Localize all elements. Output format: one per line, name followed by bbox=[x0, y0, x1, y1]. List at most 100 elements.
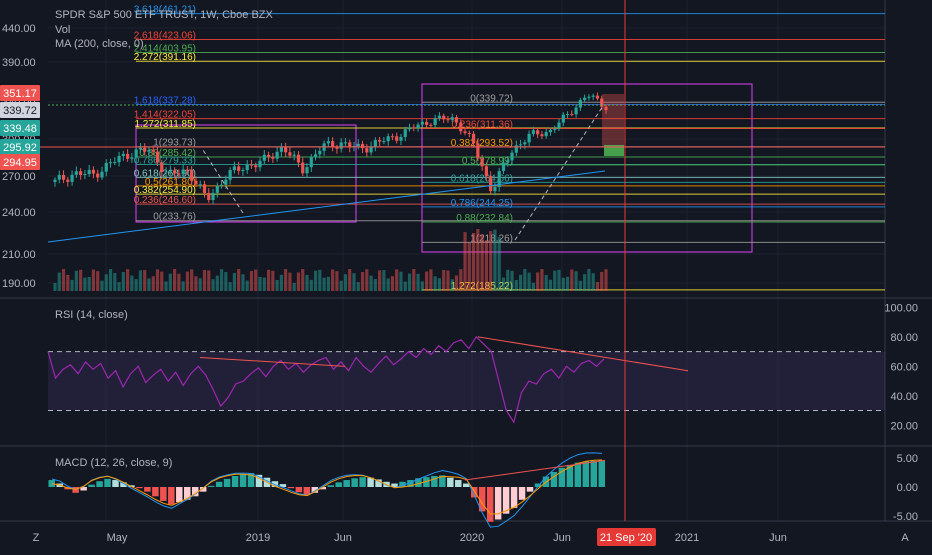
volume-bar bbox=[425, 271, 429, 291]
price-badges: 351.17 339.72 339.48 295.92 294.95 bbox=[0, 85, 885, 170]
volume-bar bbox=[83, 277, 87, 291]
volume-bar bbox=[348, 269, 352, 291]
volume-bar bbox=[318, 269, 322, 291]
volume-bar bbox=[130, 275, 134, 291]
candle-body bbox=[279, 146, 283, 152]
fib-left-label-0: 3.618(461.21) bbox=[134, 5, 196, 16]
volume-bar bbox=[557, 269, 561, 291]
macd-histogram-bar bbox=[152, 487, 159, 497]
crosshair-date-label: 21 Sep '20 bbox=[600, 532, 652, 544]
volume-bar bbox=[553, 270, 557, 291]
candle-body bbox=[318, 150, 322, 155]
macd-histogram-bar bbox=[415, 478, 422, 487]
zoom-corner-label[interactable]: Z bbox=[33, 532, 40, 544]
fib-retracement-boxes[interactable] bbox=[135, 83, 753, 253]
macd-histogram-bar bbox=[526, 487, 534, 492]
volume-bar bbox=[164, 281, 168, 291]
fib-box-left[interactable] bbox=[135, 124, 357, 223]
candle-body bbox=[126, 153, 130, 159]
volume-bar bbox=[352, 273, 356, 291]
volume-bar bbox=[540, 269, 544, 291]
macd-histogram-bar bbox=[207, 485, 215, 487]
macd-histogram-bar bbox=[367, 477, 374, 487]
candle-body bbox=[266, 154, 271, 157]
volume-bar bbox=[407, 273, 412, 291]
candle-body bbox=[442, 115, 446, 120]
macd-histogram-bar bbox=[303, 487, 311, 496]
volume-bar bbox=[292, 282, 296, 291]
volume-bar bbox=[113, 273, 117, 291]
macd-histogram-bar bbox=[319, 487, 326, 490]
fib-left-label-13: 0.236(246.60) bbox=[134, 195, 196, 206]
volume-bar bbox=[489, 231, 493, 291]
indicator-vol-label[interactable]: Vol bbox=[55, 24, 70, 36]
candle-body bbox=[194, 180, 198, 185]
candle-body bbox=[271, 156, 275, 159]
macd-histogram-bar bbox=[518, 487, 526, 500]
candle-body bbox=[553, 128, 557, 130]
indicator-ma-label[interactable]: MA (200, close, 0) bbox=[55, 38, 144, 50]
macd-histogram-bar bbox=[80, 487, 87, 491]
candle-body bbox=[172, 170, 177, 174]
volume-bar bbox=[395, 269, 399, 291]
volume-bar bbox=[446, 270, 450, 291]
volume-bar bbox=[531, 282, 535, 291]
volume-bar bbox=[309, 279, 313, 291]
price-tick-label-3: 270.00 bbox=[2, 171, 36, 183]
candle-body bbox=[138, 147, 143, 150]
candle-body bbox=[151, 149, 155, 152]
rsi-divergence-2 bbox=[477, 336, 689, 372]
candle-body bbox=[604, 106, 608, 111]
macd-histogram-bar bbox=[168, 487, 175, 505]
candle-body bbox=[459, 122, 463, 132]
macd-histogram-bar bbox=[470, 487, 478, 498]
macd-histogram-bar bbox=[582, 461, 590, 487]
volume-bar bbox=[134, 279, 138, 291]
crosshair-date-badge bbox=[597, 528, 656, 546]
fib-box-right[interactable] bbox=[421, 83, 753, 253]
macd-title[interactable]: MACD (12, 26, close, 9) bbox=[55, 457, 172, 469]
time-tick-label-1: 2019 bbox=[246, 532, 270, 544]
volume-bar bbox=[215, 275, 219, 291]
candle-body bbox=[130, 157, 134, 159]
macd-histogram-bar bbox=[239, 474, 247, 487]
macd-histogram-bar bbox=[478, 487, 486, 512]
macd-signal-line bbox=[51, 459, 603, 515]
candle-body bbox=[356, 143, 360, 147]
volume-bar bbox=[399, 271, 403, 291]
candle-body bbox=[373, 140, 377, 147]
macd-histogram-bar bbox=[351, 478, 358, 487]
candle-body bbox=[245, 164, 249, 171]
time-axis[interactable]: May 2019 Jun 2020 Jun 2021 Jun bbox=[107, 532, 787, 544]
candle-body bbox=[450, 117, 454, 120]
rsi-line bbox=[47, 335, 605, 424]
auto-scale-label[interactable]: A bbox=[901, 532, 909, 544]
candle-body bbox=[587, 96, 591, 98]
macd-histogram-bar bbox=[287, 487, 295, 489]
volume-bar bbox=[343, 274, 348, 291]
volume-bar bbox=[454, 275, 459, 291]
candle-body bbox=[228, 170, 232, 180]
fib-right-label-5: 0.786(244.25) bbox=[451, 198, 513, 209]
macd-histogram-bar bbox=[120, 482, 127, 487]
chart-title[interactable]: SPDR S&P 500 ETF TRUST, 1W, Cboe BZX bbox=[55, 9, 273, 21]
volume-bar bbox=[544, 275, 548, 291]
volume-bar bbox=[249, 271, 254, 291]
macd-histogram-bar bbox=[255, 474, 263, 487]
candle-body bbox=[275, 151, 279, 159]
rsi-title[interactable]: RSI (14, close) bbox=[55, 309, 128, 321]
candle-body bbox=[108, 162, 113, 164]
candle-body bbox=[143, 147, 147, 152]
dashed-trendline-2 bbox=[202, 149, 244, 214]
macd-histogram-bar bbox=[335, 482, 342, 487]
price-tick-label-6: 390.00 bbox=[2, 57, 36, 69]
candle-body bbox=[185, 169, 190, 171]
ma-trendline bbox=[47, 170, 606, 243]
dashed-trendline-1 bbox=[514, 105, 604, 241]
macd-histogram-bar bbox=[199, 487, 207, 492]
time-tick-label-6: 2021 bbox=[675, 532, 699, 544]
volume-bar bbox=[442, 270, 446, 291]
candle-body bbox=[591, 95, 595, 97]
trend-lines[interactable] bbox=[47, 94, 885, 243]
